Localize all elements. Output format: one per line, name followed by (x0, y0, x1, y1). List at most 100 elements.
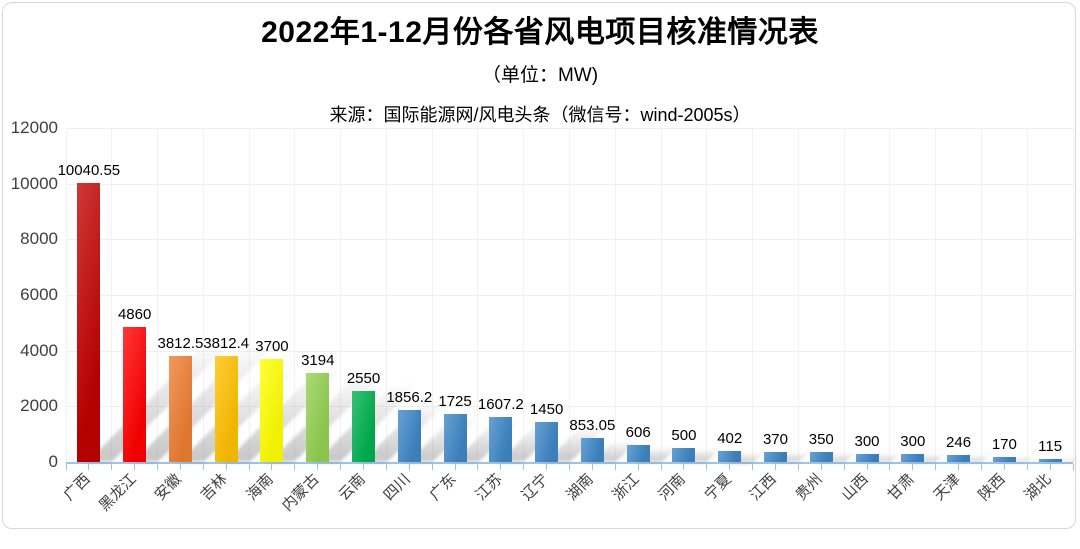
x-axis-tick (523, 464, 525, 470)
bar (77, 182, 101, 462)
x-gridline (660, 128, 662, 462)
x-axis-tick (1049, 464, 1051, 470)
x-axis-tick (111, 464, 113, 470)
bar-value-label: 10040.55 (57, 161, 121, 179)
bar-value-label: 1450 (529, 400, 564, 418)
bar (352, 391, 376, 462)
x-axis-tick (774, 464, 776, 470)
x-axis-tick (248, 464, 250, 470)
x-gridline (797, 128, 799, 462)
x-axis-tick (88, 464, 90, 470)
x-gridline (1026, 128, 1028, 462)
bar-value-label: 246 (946, 434, 972, 452)
bar-value-label: 1607.2 (477, 396, 524, 414)
x-axis-tick (408, 464, 410, 470)
x-axis-tick (157, 464, 159, 470)
bar (626, 445, 650, 462)
x-gridline (706, 128, 708, 462)
x-axis-tick (340, 464, 342, 470)
bar (763, 451, 787, 462)
x-gridline (523, 128, 525, 462)
x-axis-tick (385, 464, 387, 470)
unit-label: （单位：MW) (481, 65, 599, 86)
x-axis-tick (660, 464, 662, 470)
bar (443, 414, 467, 462)
bar-value-label: 370 (762, 430, 788, 448)
x-gridline (202, 128, 204, 462)
x-axis-tick (1003, 464, 1005, 470)
x-gridline (294, 128, 296, 462)
y-axis-label: 10000 (10, 173, 58, 193)
y-axis-label: 4000 (20, 340, 58, 360)
x-gridline (157, 128, 159, 462)
bar (718, 450, 742, 462)
bar (214, 355, 238, 462)
bar-value-label: 3700 (255, 338, 289, 356)
x-axis-tick (65, 464, 67, 470)
x-axis-tick (569, 464, 570, 470)
x-axis-tick (752, 464, 754, 470)
x-gridline (385, 128, 387, 462)
bar-value-label: 350 (808, 431, 834, 449)
x-axis-tick (454, 464, 456, 470)
bar-value-label: 3812.4 (203, 334, 250, 352)
bar-value-label: 170 (991, 436, 1017, 454)
x-gridline (614, 128, 616, 462)
x-axis-tick (271, 464, 273, 470)
bar-value-label: 115 (1038, 437, 1063, 455)
x-axis-tick (797, 464, 799, 470)
bar-value-label: 3194 (301, 352, 335, 370)
chart-title: 2022年1-12月份各省风电项目核准情况表 (261, 16, 819, 49)
x-axis-tick (843, 464, 845, 470)
bar-value-label: 4860 (117, 305, 152, 323)
x-axis-tick (889, 464, 891, 470)
x-gridline (752, 128, 754, 462)
x-axis-tick (1072, 464, 1074, 470)
bar-value-label: 606 (625, 424, 651, 442)
bar-value-label: 402 (717, 429, 743, 447)
x-gridline (569, 128, 570, 462)
y-axis-label: 2000 (20, 396, 58, 416)
bar (306, 373, 330, 462)
x-axis-tick (820, 464, 822, 470)
bar-value-label: 300 (900, 432, 926, 450)
x-gridline (340, 128, 342, 462)
x-axis-tick (591, 464, 593, 470)
plot-area: 10040.55 4860 3812.5 3812.4 3700 3194 2550 1856… (58, 128, 1077, 470)
bar (992, 457, 1016, 462)
x-axis-tick (958, 464, 960, 470)
x-gridline (889, 128, 891, 462)
x-axis-tick (614, 464, 616, 470)
x-axis-tick (477, 464, 479, 470)
bar (901, 453, 925, 462)
bar (1038, 458, 1062, 462)
bar-value-label: 300 (854, 432, 880, 450)
bar (809, 452, 833, 462)
bar (947, 455, 971, 462)
bar-value-label: 500 (671, 427, 697, 445)
x-axis-tick (431, 464, 433, 470)
source-label: 来源：国际能源网/风电头条（微信号：wind-2005s） (329, 105, 751, 125)
x-axis-tick (294, 464, 296, 470)
bar-value-label: 3812.5 (157, 334, 204, 352)
bar (168, 355, 192, 462)
wind-power-approval-chart: { "chart": { "title": "2022年1-12月份各省风电项目… (2, 2, 1077, 529)
bar (535, 421, 559, 462)
x-axis-tick (202, 464, 204, 470)
x-gridline (980, 128, 982, 462)
bar-value-label: 1856.2 (386, 389, 433, 407)
x-gridline (843, 128, 845, 462)
x-axis-tick (225, 464, 227, 470)
x-gridline (65, 128, 67, 462)
x-gridline (111, 128, 113, 462)
x-axis-tick (134, 464, 136, 470)
bar (397, 410, 421, 462)
bar (123, 326, 147, 462)
bar (489, 417, 513, 462)
x-gridline (477, 128, 479, 462)
bar (260, 359, 284, 462)
x-axis-tick (729, 464, 731, 470)
bar-value-label: 853.05 (569, 417, 616, 435)
x-axis-tick (912, 464, 914, 470)
bar (580, 438, 604, 462)
